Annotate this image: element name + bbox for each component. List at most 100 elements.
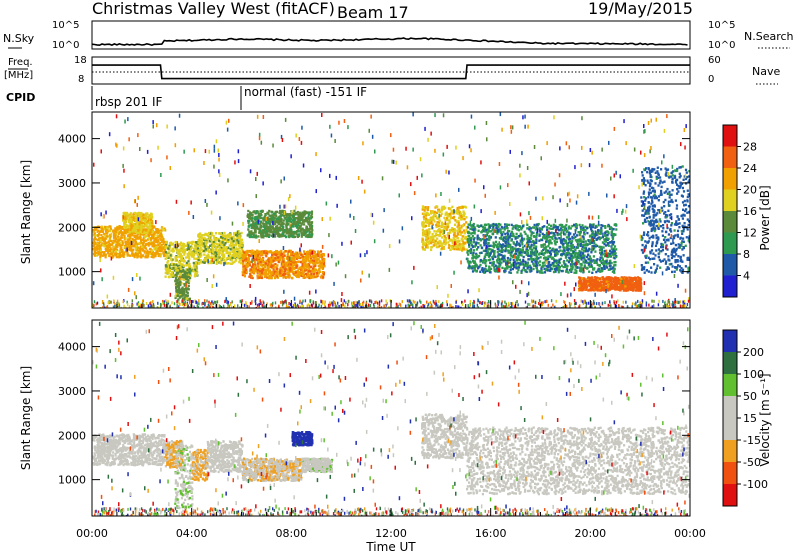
cpid-segment-2: normal (fast) -151 IF (244, 85, 367, 99)
power-cell (292, 254, 295, 257)
power-cell (306, 266, 309, 269)
power-cell (105, 241, 108, 245)
power-cell (596, 258, 599, 261)
power-cell (159, 241, 162, 245)
power-cell (574, 235, 577, 239)
power-cell (210, 259, 213, 263)
power-cell (234, 244, 237, 247)
power-cell (572, 233, 576, 236)
power-cell (293, 235, 297, 238)
power-cell (199, 259, 202, 262)
power-cell (109, 225, 112, 228)
power-cell (256, 262, 259, 266)
power-cell (259, 264, 262, 267)
power-cell (279, 267, 282, 271)
power-cell (274, 235, 277, 238)
power-cell (152, 256, 155, 259)
power-cell (267, 235, 271, 238)
power-cell (182, 245, 186, 248)
power-cell (176, 282, 179, 285)
power-cell (99, 240, 102, 243)
power-cell (231, 256, 234, 260)
power-cell (233, 260, 236, 264)
power-cell (103, 232, 106, 236)
power-cell (315, 275, 318, 279)
power-cell (182, 257, 185, 260)
power-cell (316, 257, 319, 260)
power-cell (530, 237, 533, 240)
power-cell (434, 232, 437, 236)
power-cell (136, 256, 139, 259)
power-cell (307, 211, 310, 215)
power-cell (507, 223, 510, 227)
power-cell (269, 251, 272, 254)
power-cell (104, 253, 107, 256)
power-cell (116, 242, 119, 245)
power-cell (261, 250, 264, 254)
power-cell (313, 255, 316, 258)
power-cell (272, 230, 275, 233)
power-cell (185, 264, 188, 267)
power-cell (167, 269, 170, 272)
power-cell (157, 254, 160, 258)
power-cell (160, 226, 164, 229)
power-cell (273, 251, 276, 255)
power-cell (288, 275, 291, 278)
power-cell (521, 238, 524, 242)
power-cell (542, 235, 545, 238)
power-cell (104, 256, 107, 259)
power-cell (232, 256, 236, 259)
power-cell (301, 269, 304, 272)
power-cell (600, 226, 603, 230)
power-cell (127, 224, 130, 228)
power-cell (517, 243, 520, 246)
power-cell (435, 211, 438, 215)
power-cell (270, 258, 273, 261)
freq-label-2: [MHz] (4, 70, 33, 81)
power-cell (206, 246, 209, 249)
power-cell (309, 235, 312, 239)
power-cell (281, 222, 284, 226)
power-cell (436, 223, 439, 226)
power-cell (323, 258, 326, 261)
power-cell (303, 252, 307, 255)
power-cell (138, 248, 142, 251)
power-cell (181, 244, 184, 247)
power-cell (265, 250, 268, 253)
power-cell (248, 230, 251, 233)
power-cell (264, 262, 267, 265)
power-cell (303, 269, 306, 273)
power-cell (482, 249, 485, 252)
power-cell (475, 248, 479, 251)
power-cell (147, 219, 150, 223)
power-cell (275, 228, 278, 232)
power-cell (260, 263, 263, 266)
power-cell (185, 244, 188, 247)
power-cell (260, 234, 263, 237)
power-cell (230, 236, 233, 239)
power-cell (449, 228, 453, 232)
power-cell (94, 234, 97, 237)
power-cell (211, 249, 214, 252)
power-cell (274, 210, 277, 214)
power-cell (139, 235, 142, 238)
power-cell (526, 270, 529, 274)
power-cell (94, 247, 97, 250)
power-cell (318, 261, 321, 264)
power-cell (483, 257, 486, 261)
power-cell (175, 269, 178, 272)
power-cell (147, 255, 150, 258)
power-cell (304, 264, 307, 267)
power-cell (298, 273, 301, 276)
power-cell (279, 274, 282, 277)
power-cell (540, 245, 543, 248)
power-cell (127, 254, 130, 257)
power-cell (441, 230, 444, 233)
power-cell (183, 282, 186, 286)
power-cell (532, 231, 535, 235)
power-cell (473, 260, 476, 263)
power-cell (194, 268, 197, 272)
power-cell (278, 222, 281, 225)
power-cell (149, 251, 152, 254)
power-cell (101, 227, 104, 231)
